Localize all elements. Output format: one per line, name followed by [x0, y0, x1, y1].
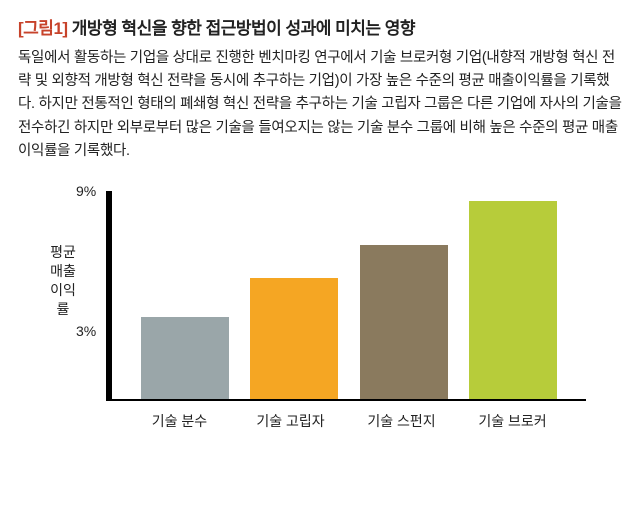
y-tick: 9%: [76, 183, 96, 199]
figure-description: 독일에서 활동하는 기업을 상대로 진행한 벤치마킹 연구에서 기술 브로커형 …: [18, 47, 622, 163]
y-axis-label-line: 평균: [46, 243, 80, 262]
figure-prefix: [그림1]: [18, 19, 68, 38]
x-tick-label: 기술 스펀지: [358, 411, 446, 431]
bars-container: [112, 191, 586, 399]
x-axis-labels: 기술 분수 기술 고립자 기술 스펀지 기술 브로커: [106, 411, 586, 431]
bar: [469, 201, 557, 399]
bar: [360, 245, 448, 399]
x-tick-label: 기술 고립자: [247, 411, 335, 431]
y-axis-label-line: 이익률: [46, 281, 80, 319]
plot-area: 9% 3%: [106, 191, 586, 401]
bar-chart: 평균 매출 이익률 9% 3% 기술 분수 기술 고립자 기술 스펀지 기술 브…: [48, 181, 608, 441]
figure-title-text: 개방형 혁신을 향한 접근방법이 성과에 미치는 영향: [68, 19, 416, 38]
y-tick: 3%: [76, 323, 96, 339]
x-tick-label: 기술 분수: [136, 411, 224, 431]
bar: [250, 278, 338, 399]
bar: [141, 317, 229, 399]
figure-title: [그림1] 개방형 혁신을 향한 접근방법이 성과에 미치는 영향: [18, 14, 622, 39]
y-axis-label-line: 매출: [46, 262, 80, 281]
x-tick-label: 기술 브로커: [469, 411, 557, 431]
y-tick-label: 3%: [76, 323, 96, 339]
y-tick-label: 9%: [76, 183, 96, 199]
y-axis-label: 평균 매출 이익률: [46, 243, 80, 319]
